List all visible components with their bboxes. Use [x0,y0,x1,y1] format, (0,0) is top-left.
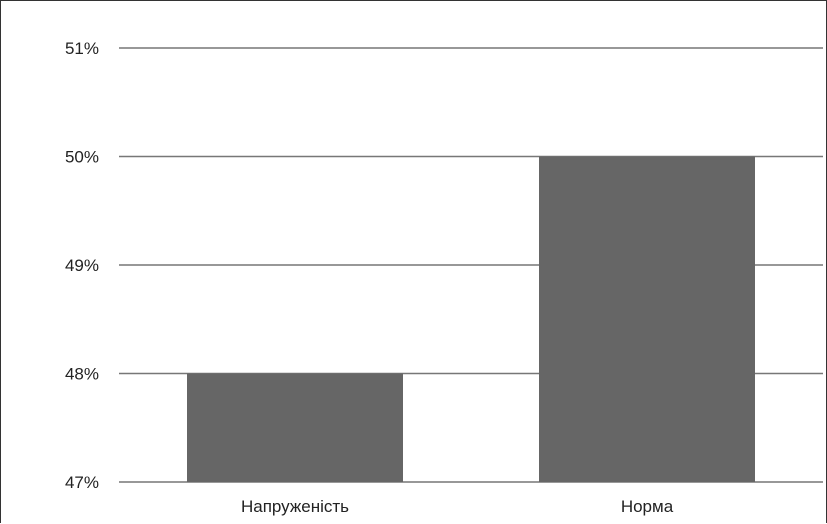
x-category-label: Напруженість [241,497,349,516]
x-category-label: Норма [621,497,674,516]
y-tick-label: 48% [65,365,99,384]
y-tick-label: 49% [65,256,99,275]
y-tick-label: 47% [65,473,99,492]
y-tick-label: 50% [65,148,99,167]
bar [187,373,403,482]
bar [539,156,755,482]
y-tick-label: 51% [65,39,99,58]
